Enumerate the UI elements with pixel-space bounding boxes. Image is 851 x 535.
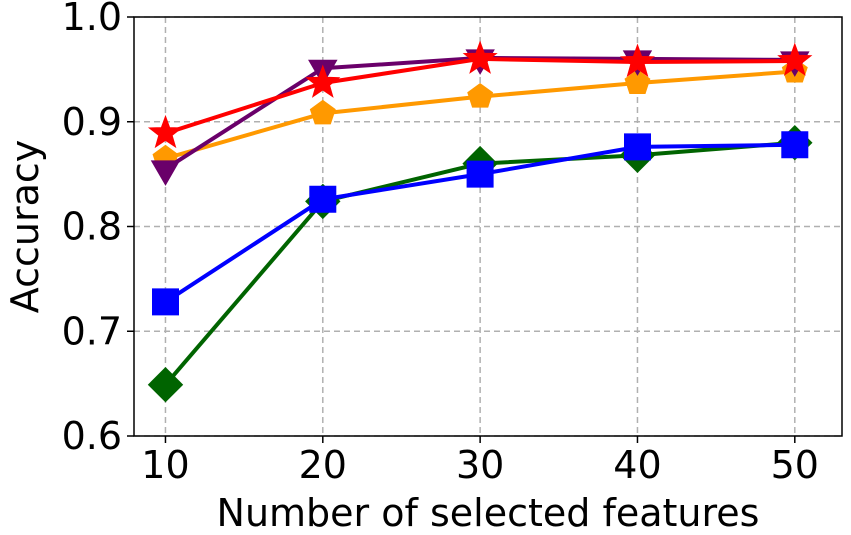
data-point	[467, 82, 494, 108]
x-tick-label: 20	[299, 443, 347, 487]
y-tick-label: 0.7	[62, 309, 122, 353]
data-point	[777, 42, 813, 76]
data-point	[147, 114, 183, 149]
ticks: 10 20 30 40 50 0.6 0.7 0.8 0.9 1.0	[62, 0, 819, 487]
data-point	[624, 133, 651, 161]
y-tick-label: 0.6	[62, 414, 122, 458]
y-tick-label: 0.9	[62, 100, 122, 144]
x-tick-label: 30	[456, 443, 504, 487]
grid	[134, 16, 842, 437]
x-axis-label: Number of selected features	[217, 491, 760, 535]
data-point	[309, 99, 336, 125]
data-point	[309, 185, 337, 213]
series-4	[147, 40, 813, 149]
data-point	[619, 43, 655, 77]
x-tick-label: 50	[771, 443, 819, 487]
x-tick-label: 10	[141, 443, 189, 487]
data-point	[781, 131, 809, 159]
data-point	[624, 69, 651, 94]
y-tick-label: 1.0	[62, 0, 122, 39]
data-point	[305, 64, 341, 98]
data-point	[466, 160, 494, 188]
x-tick-label: 40	[613, 443, 661, 487]
y-axis-label: Accuracy	[3, 140, 47, 314]
series-1	[152, 131, 809, 316]
series-2	[152, 57, 808, 170]
data-point	[150, 160, 181, 186]
y-tick-label: 0.8	[62, 205, 122, 249]
data-point	[147, 366, 184, 403]
data-point	[152, 288, 179, 316]
data-point	[462, 40, 498, 74]
series-layer	[147, 40, 813, 403]
